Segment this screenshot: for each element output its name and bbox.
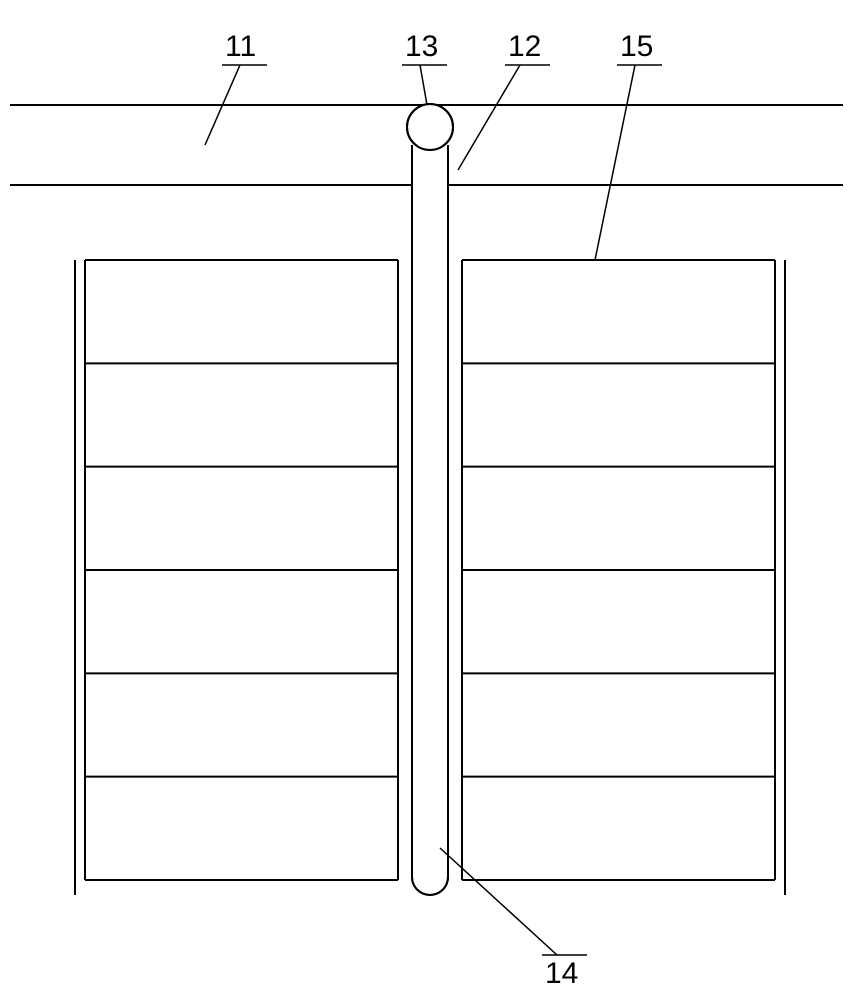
diagram-svg: 11 13 12 15 14 xyxy=(0,0,853,1000)
svg-text:14: 14 xyxy=(545,957,578,990)
svg-text:15: 15 xyxy=(620,30,653,63)
svg-text:11: 11 xyxy=(225,30,256,63)
svg-text:13: 13 xyxy=(405,30,438,63)
technical-diagram: 11 13 12 15 14 xyxy=(0,0,853,1000)
svg-text:12: 12 xyxy=(508,30,541,63)
